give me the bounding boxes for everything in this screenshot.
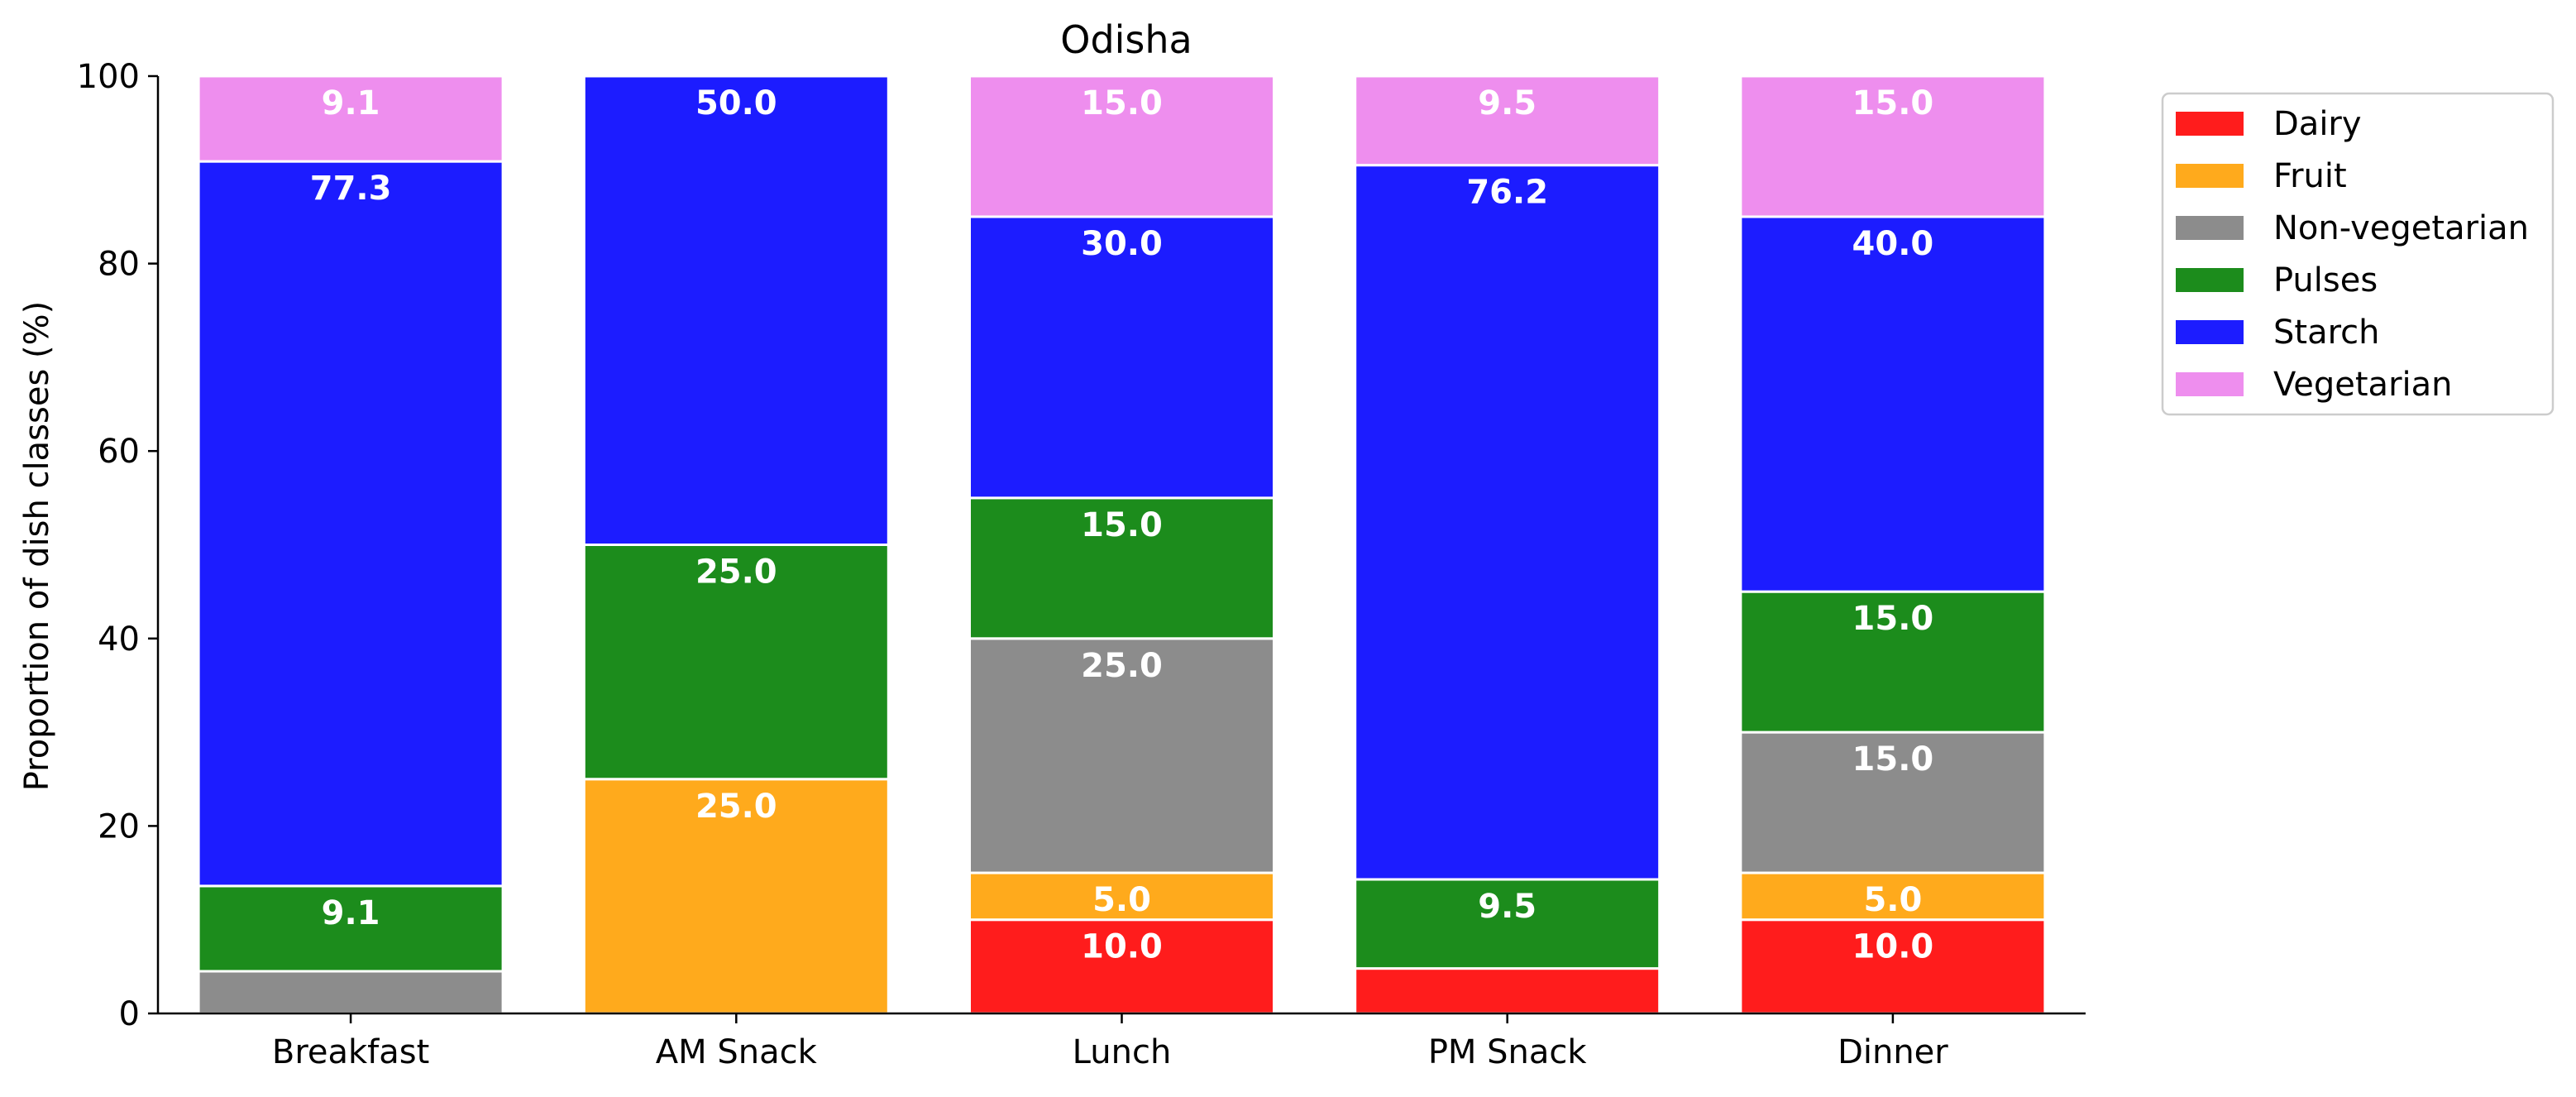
data-label: 30.0 — [1081, 225, 1163, 263]
legend-label: Non-vegetarian — [2273, 209, 2529, 247]
data-label: 25.0 — [1081, 647, 1163, 685]
data-label: 10.0 — [1852, 928, 1934, 966]
legend-label: Starch — [2273, 314, 2380, 352]
bar-segment-pulses-dinner — [1739, 590, 2047, 734]
data-label: 15.0 — [1081, 506, 1163, 544]
bar-segment-fruit-lunch — [968, 871, 1275, 922]
bar-segment-vegetarian-breakfast — [197, 74, 504, 163]
bar-segment-pulses-pm-snack — [1354, 878, 1661, 970]
legend-swatch — [2176, 216, 2244, 240]
bar-segment-pulses-lunch — [968, 496, 1275, 640]
x-tick-label: Breakfast — [272, 1033, 429, 1071]
data-label: 15.0 — [1852, 84, 1934, 122]
bar-segment-non-vegetarian-breakfast — [197, 970, 504, 1015]
y-tick-label: 20 — [98, 807, 140, 846]
data-label: 5.0 — [1863, 881, 1922, 919]
y-tick-label: 100 — [77, 58, 140, 96]
bar-segment-vegetarian-dinner — [1739, 74, 2047, 218]
bar-segment-starch-breakfast — [197, 160, 504, 888]
legend-label: Pulses — [2273, 261, 2378, 299]
axes-group: 0 20 40 60 80 100 Breakfast AM Snack Lunch PM Sna… — [77, 58, 2086, 1071]
data-label: 25.0 — [695, 553, 777, 592]
bar-segment-dairy-pm-snack — [1354, 967, 1661, 1015]
legend-label: Dairy — [2273, 105, 2362, 143]
data-label: 50.0 — [695, 84, 777, 122]
data-label: 25.0 — [695, 788, 777, 826]
data-label: 15.0 — [1081, 84, 1163, 122]
bars-group — [197, 74, 2047, 1015]
legend-frame — [2161, 92, 2554, 416]
bar-segment-pulses-breakfast — [197, 884, 504, 973]
legend-swatch — [2176, 372, 2244, 396]
bar-segment-pulses-am-snack — [582, 544, 890, 781]
bar-segment-vegetarian-lunch — [968, 74, 1275, 218]
bar-segment-starch-am-snack — [582, 74, 890, 546]
data-label: 5.0 — [1092, 881, 1151, 919]
data-label: 15.0 — [1852, 600, 1934, 638]
legend-swatch — [2176, 164, 2244, 188]
bar-segment-non-vegetarian-dinner — [1739, 731, 2047, 874]
data-label: 77.3 — [310, 170, 392, 208]
bar-segment-starch-lunch — [968, 215, 1275, 500]
data-label: 40.0 — [1852, 225, 1934, 263]
bar-segment-vegetarian-pm-snack — [1354, 74, 1661, 167]
y-axis-label: Proportion of dish classes (%) — [18, 301, 56, 791]
x-tick-label: AM Snack — [656, 1033, 818, 1071]
legend-label: Vegetarian — [2273, 366, 2452, 404]
data-label: 76.2 — [1466, 174, 1548, 212]
legend-swatch — [2176, 112, 2244, 136]
y-tick-label: 40 — [98, 620, 140, 659]
y-tick-label: 60 — [98, 433, 140, 471]
data-label: 9.5 — [1478, 888, 1537, 926]
bar-segment-non-vegetarian-lunch — [968, 637, 1275, 874]
x-tick-label: Lunch — [1073, 1033, 1172, 1071]
bar-segment-starch-pm-snack — [1354, 164, 1661, 881]
x-tick-label: Dinner — [1838, 1033, 1948, 1071]
data-label: 9.5 — [1478, 84, 1537, 122]
x-tick-label: PM Snack — [1428, 1033, 1588, 1071]
legend-swatch — [2176, 268, 2244, 292]
legend-swatch — [2176, 320, 2244, 344]
data-label: 15.0 — [1852, 740, 1934, 778]
bar-segment-starch-dinner — [1739, 215, 2047, 593]
y-tick-label: 80 — [98, 246, 140, 284]
data-label: 9.1 — [322, 894, 380, 932]
chart-title: Odisha — [1060, 17, 1192, 62]
data-labels-group: 9.1 77.3 9.1 25.0 25.0 50.0 10.0 5.0 25.0 15.0 30.… — [310, 84, 1934, 966]
y-tick-label: 0 — [119, 995, 140, 1033]
legend-label: Fruit — [2273, 157, 2347, 195]
data-label: 9.1 — [322, 84, 380, 122]
legend: Dairy Fruit Non-vegetarian Pulses Starch Vege… — [2161, 92, 2554, 416]
data-label: 10.0 — [1081, 928, 1163, 966]
